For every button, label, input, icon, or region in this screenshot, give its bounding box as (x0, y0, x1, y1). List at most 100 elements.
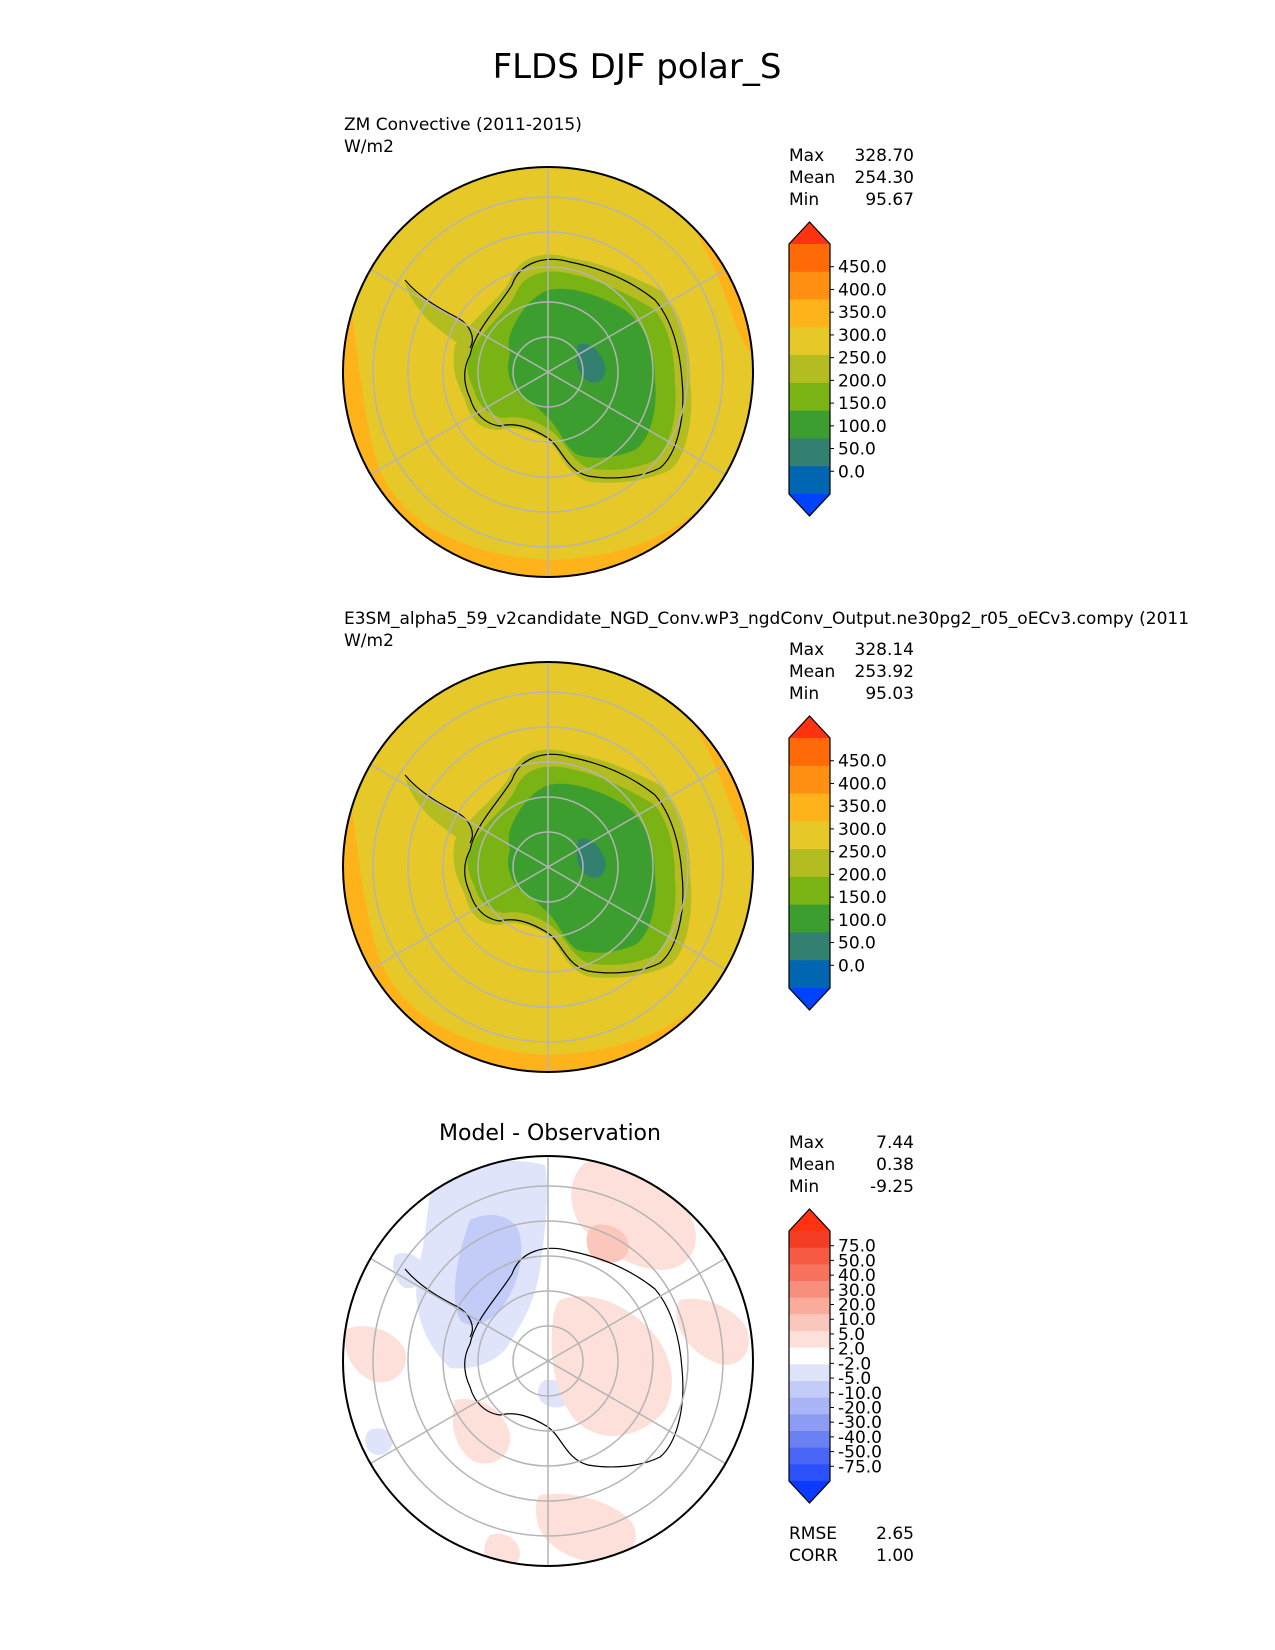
map-test-meridian-120 (370, 268, 726, 476)
map-test-graticule (342, 166, 754, 578)
colorbar-segment (789, 410, 830, 439)
colorbar-segment (789, 1347, 830, 1365)
colorbar-tick-label: -40.0 (838, 1428, 882, 1448)
diff-blob-negative (365, 1428, 393, 1455)
colorbar-tick-label: -30.0 (838, 1413, 882, 1433)
colorbar-tick-label: 5.0 (838, 1325, 865, 1345)
panel-reference: E3SM_alpha5_59_v2candidate_NGD_Conv.wP3_… (342, 609, 1189, 1073)
colorbar-segment (789, 1247, 830, 1265)
colorbar-tick-label: 75.0 (838, 1237, 876, 1257)
colorbar-tick-label: -75.0 (838, 1457, 882, 1477)
colorbar-difference: 75.050.040.030.020.010.05.02.0-2.0-5.0-1… (788, 1208, 882, 1504)
map-difference-graticule (342, 1155, 754, 1567)
colorbar-extend-max (789, 716, 830, 738)
panel-difference-title: Model - Observation (439, 1121, 661, 1146)
colorbar-segment (789, 932, 830, 961)
colorbar-segment (789, 1464, 830, 1482)
colorbar-tick-label: -50.0 (838, 1443, 882, 1463)
stat-value: 328.14 (855, 640, 914, 660)
map-reference-frame (342, 661, 754, 1073)
colorbar-extend-min (789, 494, 830, 516)
colorbar-outline (788, 715, 831, 1011)
diff-blob-positive (535, 1493, 636, 1562)
colorbar-segment (789, 765, 830, 795)
colorbar-extend-max (789, 1209, 830, 1231)
panel-reference-title: E3SM_alpha5_59_v2candidate_NGD_Conv.wP3_… (344, 609, 1189, 629)
stat-value: 1.00 (876, 1546, 914, 1566)
diff-blob-negative (454, 1215, 522, 1326)
map-reference-plateau-high (576, 838, 606, 878)
stat-label: Mean (789, 1155, 835, 1175)
stat-label: Max (789, 146, 824, 166)
colorbar-tick-label: 0.0 (838, 956, 865, 976)
panel-reference-stats: Max 328.14 Mean 253.92 Min 95.03 (789, 640, 914, 704)
colorbar-segment (789, 821, 830, 850)
colorbar-segment (789, 244, 830, 273)
panel-test-stats: Max 328.70 Mean 254.30 Min 95.67 (789, 146, 914, 210)
colorbar-tick-label: -5.0 (838, 1369, 871, 1389)
colorbar-segment (789, 1297, 830, 1315)
colorbar-tick-label: 40.0 (838, 1266, 876, 1286)
colorbar-tick-label: 350.0 (838, 797, 887, 817)
stat-value: 2.65 (876, 1524, 914, 1544)
stat-label: Max (789, 1133, 824, 1153)
diff-blob-positive (344, 1326, 406, 1383)
stat-value: 7.44 (876, 1133, 914, 1153)
colorbar-segment (789, 466, 830, 495)
colorbar-tick-label: 300.0 (838, 326, 887, 346)
colorbar-segment (789, 849, 830, 878)
colorbar-tick-label: 200.0 (838, 865, 887, 885)
colorbar-segment (789, 1414, 830, 1432)
stat-label: Mean (789, 168, 835, 188)
colorbar-segment (789, 1447, 830, 1465)
diff-blob-positive (452, 1399, 511, 1464)
map-reference-graticule (342, 661, 754, 1073)
colorbar-outline (788, 221, 831, 517)
colorbar-segment (789, 1314, 830, 1332)
colorbar-tick-label: 150.0 (838, 394, 887, 414)
stat-value: 95.03 (865, 684, 914, 704)
colorbar-segment (789, 1431, 830, 1449)
stat-label: Min (789, 1177, 819, 1197)
colorbar-tick-label: 150.0 (838, 888, 887, 908)
map-test-frame (342, 166, 754, 578)
stat-value: 0.38 (876, 1155, 914, 1175)
figure-title: FLDS DJF polar_S (493, 47, 782, 87)
colorbar-tick-label: 10.0 (838, 1310, 876, 1330)
colorbar-segment (789, 299, 830, 328)
colorbar-segment (789, 271, 830, 301)
diff-blob-positive (676, 1298, 749, 1365)
colorbar-segment (789, 1397, 830, 1415)
stat-value: 254.30 (855, 168, 914, 188)
colorbar-extend-min (789, 1481, 830, 1503)
colorbar-segment (789, 1231, 830, 1249)
colorbar-extend-max (789, 222, 830, 244)
colorbar-tick-label: 50.0 (838, 934, 876, 954)
diff-blob-positive (586, 1224, 629, 1263)
colorbar-segment (789, 382, 830, 412)
colorbar-tick-label: 100.0 (838, 911, 887, 931)
colorbar-segment (789, 1281, 830, 1299)
stat-value: 253.92 (855, 662, 914, 682)
colorbar-segment (789, 904, 830, 933)
colorbar-tick-label: 200.0 (838, 371, 887, 391)
stat-label: CORR (789, 1546, 838, 1566)
colorbar-tick-label: -2.0 (838, 1354, 871, 1374)
map-test-plateau-high (576, 343, 606, 383)
panel-difference: Model - Observation (342, 1121, 914, 1567)
colorbar-tick-label: -10.0 (838, 1384, 882, 1404)
colorbar-tick-label: 2.0 (838, 1340, 865, 1360)
colorbar-extend-min (789, 988, 830, 1010)
stat-label: Max (789, 640, 824, 660)
colorbar-segment (789, 1364, 830, 1382)
colorbar-segment (789, 738, 830, 767)
colorbar-segment (789, 1331, 830, 1349)
colorbar-tick-label: 20.0 (838, 1296, 876, 1316)
colorbar-tick-label: -20.0 (838, 1398, 882, 1418)
colorbar-tick-label: 250.0 (838, 349, 887, 369)
panel-difference-stats: Max 7.44 Mean 0.38 Min -9.25 (789, 1133, 914, 1197)
colorbar-tick-label: 450.0 (838, 752, 887, 772)
colorbar-tick-label: 400.0 (838, 774, 887, 794)
colorbar-tick-label: 100.0 (838, 417, 887, 437)
